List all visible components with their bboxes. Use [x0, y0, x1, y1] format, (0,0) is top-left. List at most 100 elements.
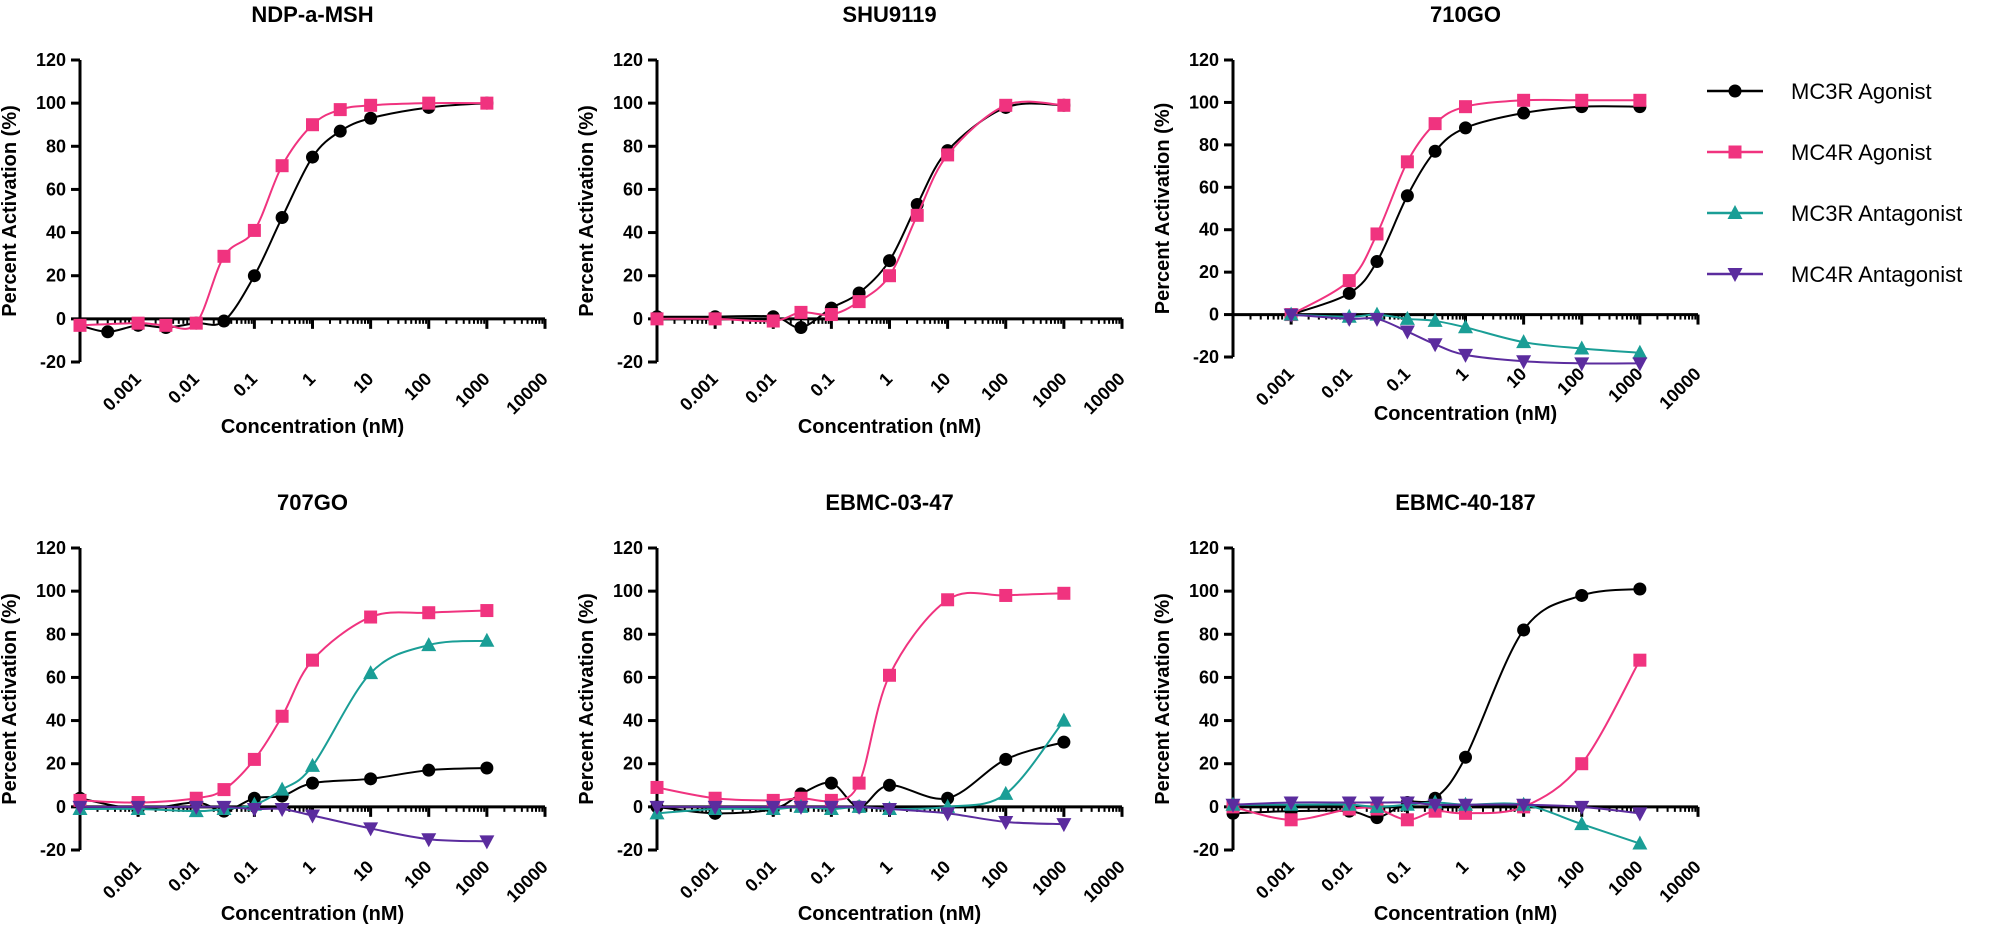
- panel-shu9119-point-mc4r-agonist: [852, 295, 866, 309]
- legend-label: MC4R Agonist: [1791, 140, 1932, 165]
- panel-ebmc-40-187-title: EBMC-40-187: [1395, 490, 1536, 515]
- panel-ndp-a-msh-xtick-label: 100: [400, 369, 435, 404]
- panel-ndp-a-msh-point-mc4r-agonist: [333, 103, 347, 117]
- panel-ebmc-40-187-ytick-label: 40: [1199, 711, 1219, 731]
- panel-shu9119-point-mc3r-agonist: [883, 254, 896, 268]
- panel-707go-point-mc4r-agonist: [480, 604, 494, 618]
- panel-ndp-a-msh-point-mc4r-agonist: [247, 223, 261, 237]
- panel-ebmc-03-47-xlabel: Concentration (nM): [798, 903, 981, 925]
- panel-707go-point-mc4r-agonist: [364, 610, 378, 624]
- legend-label: MC4R Antagonist: [1791, 262, 1962, 287]
- panel-shu9119-xlabel: Concentration (nM): [798, 416, 981, 438]
- panel-ebmc-03-47-point-mc4r-antagonist: [649, 800, 665, 815]
- panel-shu9119-ytick-label: 0: [633, 309, 643, 329]
- panel-ndp-a-msh-ylabel: Percent Activation (%): [0, 105, 21, 317]
- panel-707go-xtick-label: 10000: [502, 857, 552, 907]
- panel-shu9119-xtick-label: 1: [875, 369, 896, 390]
- panel-710go-xtick-label: 0.1: [1382, 364, 1414, 396]
- panel-ebmc-40-187-point-mc3r-agonist: [1459, 750, 1472, 764]
- panel-ebmc-03-47-point-mc3r-agonist: [1057, 735, 1071, 749]
- panel-ebmc-40-187-point-mc3r-antagonist: [1574, 816, 1590, 831]
- panel-ebmc-40-187-point-mc4r-agonist: [1284, 813, 1298, 827]
- panel-707go-xtick-label: 100: [400, 857, 435, 892]
- panel-ndp-a-msh-xtick-label: 1000: [451, 369, 493, 411]
- panel-ndp-a-msh-point-mc4r-agonist: [131, 316, 145, 330]
- panel-ebmc-40-187-point-mc4r-agonist: [1400, 813, 1414, 827]
- panel-710go-point-mc4r-agonist: [1517, 93, 1531, 107]
- panel-710go-point-mc3r-antagonist: [1632, 344, 1648, 359]
- legend: MC3R Agonist MC4R Agonist MC3R Antagonist M…: [1707, 79, 1962, 287]
- panel-shu9119-ytick-label: 100: [613, 93, 643, 113]
- panel-707go-series-mc4r-antagonist: [72, 800, 495, 850]
- panel-shu9119-xtick-label: 0.01: [741, 369, 780, 408]
- panel-ebmc-03-47-point-mc3r-antagonist: [1056, 712, 1072, 727]
- panel-710go-point-mc4r-antagonist: [1458, 348, 1473, 363]
- panel-ndp-a-msh-point-mc3r-agonist: [217, 314, 231, 328]
- panel-ndp-a-msh-point-mc4r-agonist: [73, 318, 87, 332]
- panel-710go-point-mc3r-antagonist: [1516, 334, 1532, 349]
- panel-ebmc-40-187-xlabel: Concentration (nM): [1374, 903, 1557, 925]
- panel-ebmc-03-47-point-mc4r-antagonist: [851, 800, 867, 815]
- panel-707go-point-mc4r-agonist: [247, 752, 261, 766]
- panel-ebmc-40-187-ytick-label: 20: [1199, 754, 1219, 774]
- panel-ebmc-40-187-point-mc4r-agonist: [1575, 757, 1589, 771]
- panel-ebmc-40-187-ylabel: Percent Activation (%): [1152, 593, 1174, 805]
- panel-710go-point-mc4r-agonist: [1400, 155, 1414, 169]
- panel-ndp-a-msh-point-mc4r-agonist: [364, 98, 378, 112]
- panel-ebmc-40-187-point-mc4r-antagonist: [1427, 798, 1443, 813]
- panel-ndp-a-msh-point-mc3r-agonist: [333, 124, 347, 138]
- panel-ndp-a-msh-xtick-label: 10000: [502, 369, 552, 419]
- panel-ndp-a-msh-series-mc4r-agonist: [73, 96, 494, 332]
- panel-ebmc-03-47-point-mc3r-agonist: [824, 776, 838, 790]
- panel-shu9119-point-mc4r-agonist: [766, 314, 780, 328]
- panel-ndp-a-msh-ytick-label: -20: [40, 352, 66, 372]
- panel-shu9119-title: SHU9119: [842, 2, 936, 27]
- panel-ebmc-03-47-ytick-label: -20: [617, 840, 643, 860]
- panel-shu9119-point-mc3r-agonist: [794, 320, 808, 334]
- panel-707go-point-mc4r-antagonist: [72, 800, 88, 815]
- panel-shu9119-point-mc4r-agonist: [941, 148, 955, 162]
- panel-710go-series-mc4r-agonist: [1284, 93, 1647, 322]
- panel-ebmc-03-47-xtick-label: 1000: [1028, 857, 1070, 899]
- panel-707go-point-mc4r-agonist: [422, 606, 436, 620]
- panel-ebmc-03-47-xtick-label: 10000: [1079, 857, 1129, 907]
- panel-707go-ytick-label: 20: [46, 754, 66, 774]
- panel-710go-point-mc3r-antagonist: [1427, 312, 1443, 327]
- panel-ndp-a-msh-point-mc4r-agonist: [189, 316, 203, 330]
- panel-707go-ytick-label: 80: [46, 624, 66, 644]
- panel-ebmc-03-47-ytick-label: 120: [613, 538, 643, 558]
- panel-ebmc-40-187-ytick-label: 60: [1199, 667, 1219, 687]
- panel-710go-point-mc3r-antagonist: [1458, 319, 1473, 334]
- panel-ndp-a-msh-ytick-label: 60: [46, 179, 66, 199]
- legend-item-mc4r-antagonist: MC4R Antagonist: [1707, 262, 1962, 287]
- panel-710go-xtick-label: 10: [1502, 364, 1530, 392]
- panel-707go-title: 707GO: [277, 490, 348, 515]
- panel-707go: 707GO -20 0 20 40 60 80 100 120 0.001 0.01 0.1 1 10 10…: [0, 490, 552, 925]
- panel-ebmc-40-187-point-mc4r-antagonist: [1225, 798, 1241, 813]
- panel-707go-ytick-label: -20: [40, 840, 66, 860]
- panel-710go-xlabel: Concentration (nM): [1374, 403, 1557, 425]
- panel-shu9119-xtick-label: 0.001: [676, 369, 722, 415]
- panel-710go: 710GO -20 0 20 40 60 80 100 120 0.001 0.01 0.1 1 10 10…: [1152, 2, 1705, 425]
- panel-shu9119-ytick-label: 80: [623, 136, 643, 156]
- panel-ndp-a-msh-point-mc3r-agonist: [306, 150, 319, 164]
- panel-ebmc-40-187-point-mc4r-antagonist: [1458, 798, 1473, 813]
- panel-ebmc-40-187-line-mc4r-antagonist: [1232, 801, 1640, 815]
- panel-ebmc-40-187-xtick-label: 10000: [1655, 857, 1705, 907]
- panel-ebmc-40-187-xtick-label: 100: [1553, 857, 1588, 892]
- panel-ndp-a-msh-xtick-label: 0.001: [99, 369, 145, 415]
- panel-707go-point-mc3r-antagonist: [479, 632, 495, 647]
- panel-707go-series-mc4r-agonist: [73, 604, 494, 810]
- panel-ndp-a-msh-ytick-label: 40: [46, 223, 66, 243]
- panel-ebmc-03-47-point-mc4r-antagonist: [940, 807, 956, 822]
- panel-ndp-a-msh-ytick-label: 0: [56, 309, 66, 329]
- panel-ebmc-40-187-xtick-label: 0.01: [1317, 857, 1356, 896]
- panel-ebmc-40-187-point-mc4r-antagonist: [1516, 798, 1532, 813]
- panel-ebmc-03-47-point-mc4r-antagonist: [1056, 818, 1072, 833]
- panel-ebmc-03-47-point-mc4r-agonist: [852, 776, 866, 790]
- panel-707go-point-mc4r-antagonist: [274, 803, 290, 818]
- panel-710go-xtick-label: 0.001: [1252, 364, 1298, 410]
- panel-ebmc-40-187-line-mc4r-agonist: [1232, 659, 1641, 821]
- panel-707go-point-mc4r-antagonist: [479, 835, 495, 850]
